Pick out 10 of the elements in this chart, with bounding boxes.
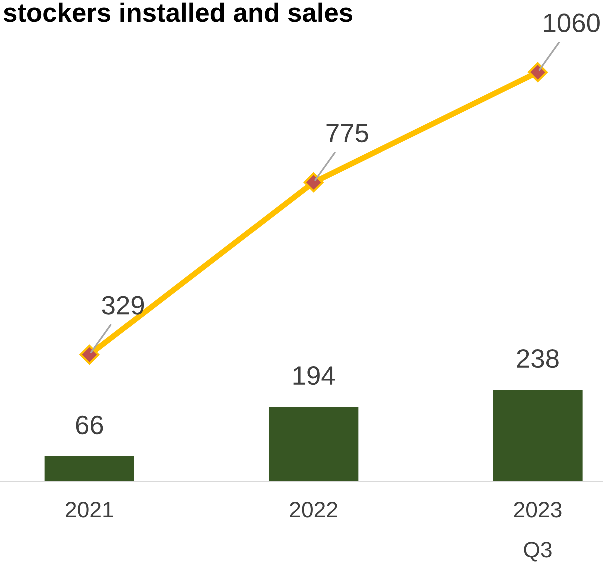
chart-title: stockers installed and sales bbox=[4, 2, 352, 22]
x-tick-label: 2023 Q3 bbox=[514, 502, 562, 562]
x-tick-label: 2021 bbox=[66, 502, 114, 518]
x-tick-label: 2022 bbox=[290, 502, 338, 518]
data-label: 329 bbox=[102, 296, 144, 315]
data-label: 194 bbox=[294, 366, 336, 386]
data-label: 238 bbox=[517, 349, 559, 368]
data-label: 1060 bbox=[544, 14, 600, 32]
data-label: 775 bbox=[326, 124, 368, 143]
data-label: 66 bbox=[76, 416, 104, 435]
